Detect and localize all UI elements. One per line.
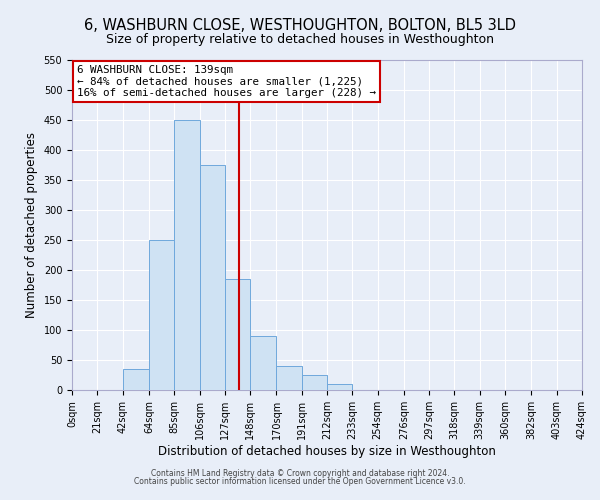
Bar <box>174 120 199 390</box>
Text: Contains public sector information licensed under the Open Government Licence v3: Contains public sector information licen… <box>134 477 466 486</box>
X-axis label: Distribution of detached houses by size in Westhoughton: Distribution of detached houses by size … <box>158 444 496 458</box>
Bar <box>302 375 327 390</box>
Bar <box>327 384 352 390</box>
Text: 6, WASHBURN CLOSE, WESTHOUGHTON, BOLTON, BL5 3LD: 6, WASHBURN CLOSE, WESTHOUGHTON, BOLTON,… <box>84 18 516 32</box>
Bar <box>277 366 302 390</box>
Bar <box>122 369 149 390</box>
Bar <box>199 165 225 390</box>
Text: Size of property relative to detached houses in Westhoughton: Size of property relative to detached ho… <box>106 32 494 46</box>
Bar <box>225 279 250 390</box>
Bar <box>149 240 174 390</box>
Y-axis label: Number of detached properties: Number of detached properties <box>25 132 38 318</box>
Text: 6 WASHBURN CLOSE: 139sqm
← 84% of detached houses are smaller (1,225)
16% of sem: 6 WASHBURN CLOSE: 139sqm ← 84% of detach… <box>77 65 376 98</box>
Text: Contains HM Land Registry data © Crown copyright and database right 2024.: Contains HM Land Registry data © Crown c… <box>151 468 449 477</box>
Bar <box>250 336 277 390</box>
